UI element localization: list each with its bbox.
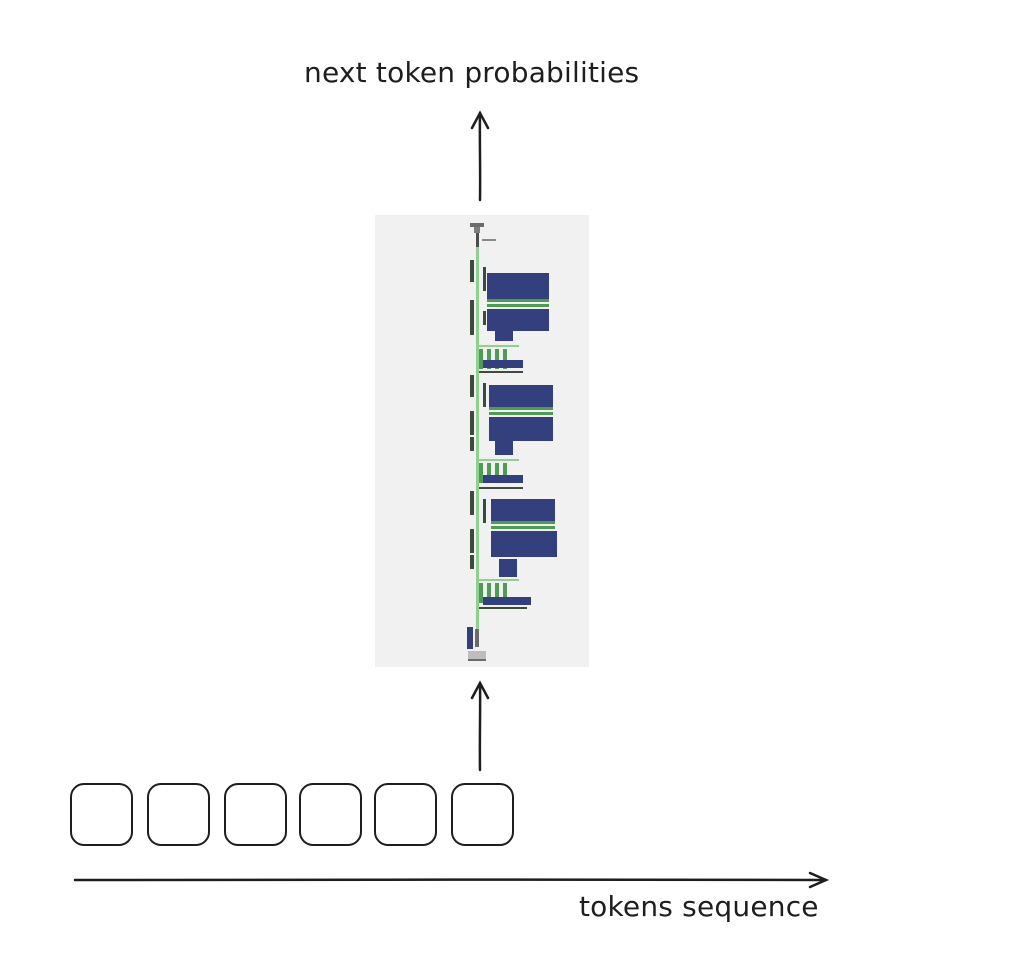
output-arrow (470, 110, 490, 202)
token-box (451, 783, 514, 846)
token-box (224, 783, 287, 846)
residual-spine (476, 247, 479, 632)
sequence-axis-label: tokens sequence (579, 890, 819, 923)
embedding-node (467, 627, 486, 661)
input-arrow (470, 680, 490, 772)
output-label: next token probabilities (304, 56, 640, 89)
token-box (299, 783, 362, 846)
transformer-block-3 (470, 491, 557, 609)
model-architecture-graph (467, 223, 557, 661)
transformer-block-2 (470, 375, 553, 489)
token-box (70, 783, 133, 846)
token-box (147, 783, 210, 846)
transformer-block-1 (470, 260, 549, 373)
sequence-axis-arrow (73, 871, 830, 889)
output-node (470, 223, 496, 247)
model-architecture-panel (375, 215, 589, 667)
token-box (374, 783, 437, 846)
